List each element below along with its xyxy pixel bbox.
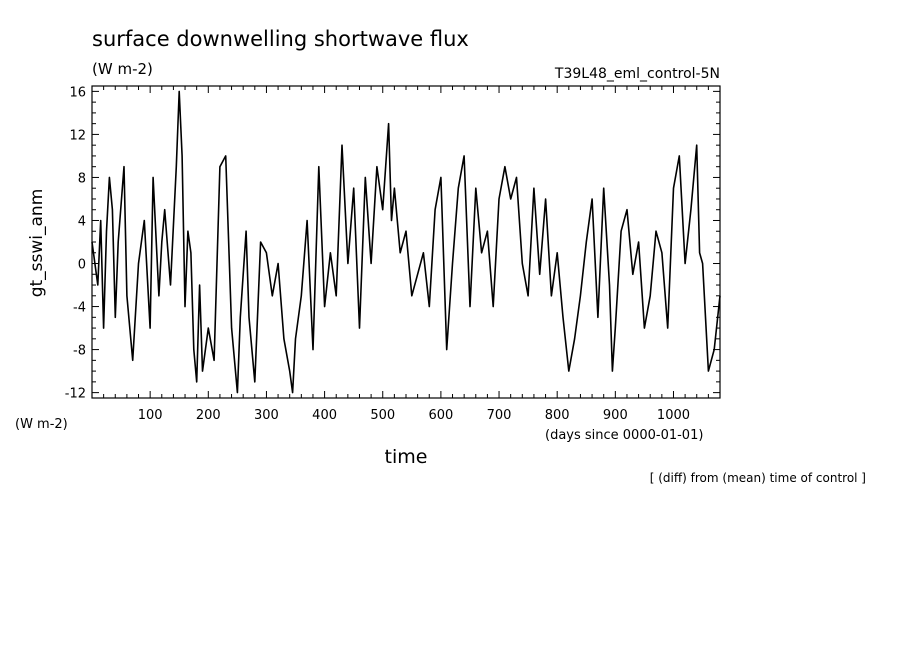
- x-tick-label: 500: [370, 408, 395, 423]
- y-tick-label: 8: [78, 171, 86, 186]
- series-line: [91, 90, 721, 394]
- axis-tick-labels: -12 -8 -4 0 4 8 12 16 100 200 300 400 500 600 700 800 90…: [65, 85, 690, 423]
- y-tick-label: -4: [73, 301, 86, 316]
- y-tick-label: 0: [78, 258, 86, 273]
- chart-title-units: (W m-2): [92, 60, 153, 78]
- footnote: [ (diff) from (mean) time of control ]: [650, 471, 866, 485]
- x-tick-label: 1000: [657, 408, 690, 423]
- y-axis-label: gt_sswi_anm: [27, 189, 47, 298]
- chart-title: surface downwelling shortwave flux: [92, 27, 469, 51]
- x-tick-label: 700: [487, 408, 512, 423]
- y-axis-units: (W m-2): [15, 417, 68, 432]
- axis-ticks: [92, 86, 720, 398]
- x-axis-units: (days since 0000-01-01): [545, 428, 703, 443]
- run-label: T39L48_eml_control-5N: [554, 66, 720, 82]
- y-tick-label: -8: [73, 344, 86, 359]
- x-tick-label: 900: [603, 408, 628, 423]
- plot-frame: [91, 85, 721, 399]
- x-axis-label: time: [385, 446, 428, 468]
- y-tick-label: 16: [69, 85, 86, 100]
- y-tick-label: 12: [69, 128, 86, 143]
- x-tick-label: 100: [138, 408, 163, 423]
- x-tick-label: 600: [428, 408, 453, 423]
- x-tick-label: 800: [545, 408, 570, 423]
- x-tick-label: 200: [196, 408, 221, 423]
- y-tick-label: -12: [65, 387, 86, 402]
- y-tick-label: 4: [78, 214, 86, 229]
- x-tick-label: 400: [312, 408, 337, 423]
- x-tick-label: 300: [254, 408, 279, 423]
